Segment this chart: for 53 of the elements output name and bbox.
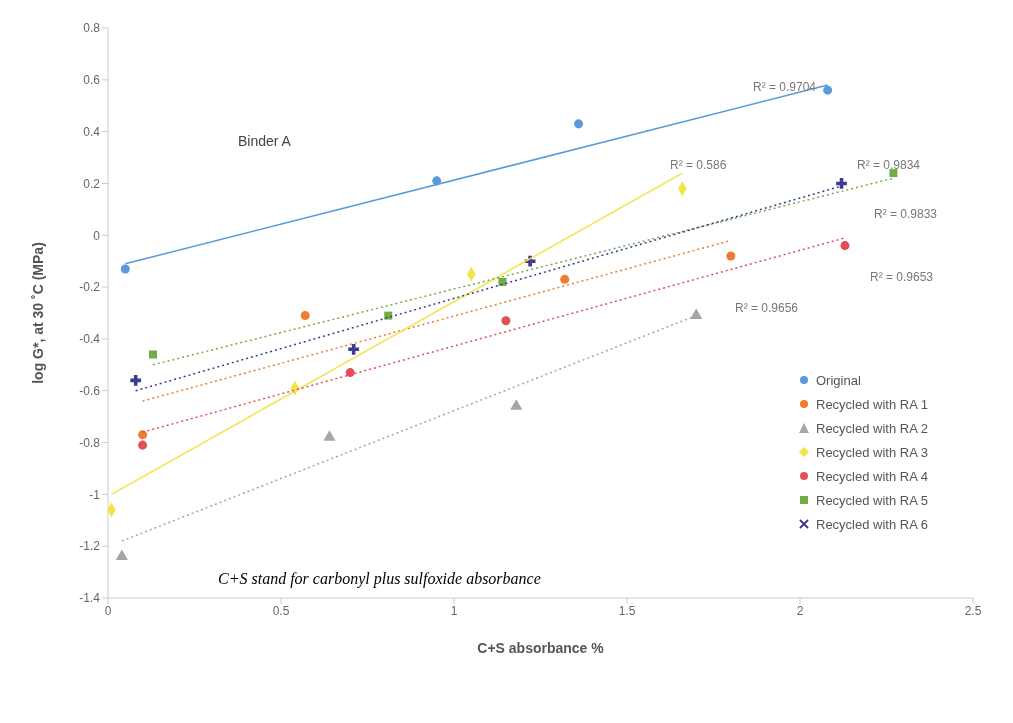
y-tick-label: -0.6 <box>79 383 101 398</box>
annotation: C+S stand for carbonyl plus sulfoxide absorbance <box>218 570 541 588</box>
legend-label: Recycled with RA 1 <box>816 396 928 412</box>
annotation: Binder A <box>238 133 291 149</box>
point <box>348 343 360 355</box>
point <box>889 169 898 178</box>
y-tick-label: -1.2 <box>79 539 101 554</box>
legend-label: Recycled with RA 3 <box>816 444 928 460</box>
y-tick-label: 0.2 <box>83 176 101 191</box>
point <box>560 274 570 284</box>
annotation: R² = 0.9656 <box>735 301 799 315</box>
legend-label: Recycled with RA 4 <box>816 468 928 484</box>
point <box>323 430 336 441</box>
point <box>498 277 507 286</box>
point <box>574 119 584 129</box>
point <box>840 241 850 251</box>
legend-label: Recycled with RA 2 <box>816 420 928 436</box>
point <box>501 316 511 326</box>
y-tick-label: -1.4 <box>79 591 101 606</box>
annotation: R² = 0.9704 <box>753 80 817 94</box>
point <box>823 85 833 95</box>
point <box>115 549 128 561</box>
x-axis-title: C+S absorbance % <box>477 640 605 656</box>
point <box>510 399 523 410</box>
x-tick-label: 1.5 <box>618 603 636 618</box>
y-tick-label: 0 <box>93 228 101 243</box>
x-tick-label: 0 <box>104 603 112 618</box>
x-tick-label: 0.5 <box>272 603 290 618</box>
y-tick-label: 0.6 <box>83 73 101 88</box>
legend-label: Original <box>816 372 861 388</box>
point <box>138 440 148 450</box>
x-tick-label: 2 <box>796 603 804 618</box>
y-tick-label: -0.2 <box>79 280 101 295</box>
point <box>345 368 355 378</box>
annotation: R² = 0.9653 <box>870 270 934 284</box>
x-tick-label: 2.5 <box>964 603 982 618</box>
point <box>726 251 736 261</box>
y-tick-label: -0.8 <box>79 435 101 450</box>
y-tick-label: 0.8 <box>83 21 101 36</box>
y-tick-label: -1 <box>89 487 101 502</box>
x-tick-label: 1 <box>450 603 458 618</box>
y-axis-title: log G*, at 30 ˚C (MPa) <box>29 242 46 384</box>
annotation: R² = 0.586 <box>670 158 727 172</box>
point <box>300 311 310 321</box>
legend-label: Recycled with RA 6 <box>816 516 928 532</box>
point <box>148 350 157 359</box>
annotation: R² = 0.9834 <box>857 158 921 172</box>
y-tick-label: 0.4 <box>83 124 101 139</box>
y-tick-label: -0.4 <box>79 332 101 347</box>
point <box>120 264 130 274</box>
legend-label: Recycled with RA 5 <box>816 492 928 508</box>
annotation: R² = 0.9833 <box>874 207 938 221</box>
point <box>138 430 148 440</box>
